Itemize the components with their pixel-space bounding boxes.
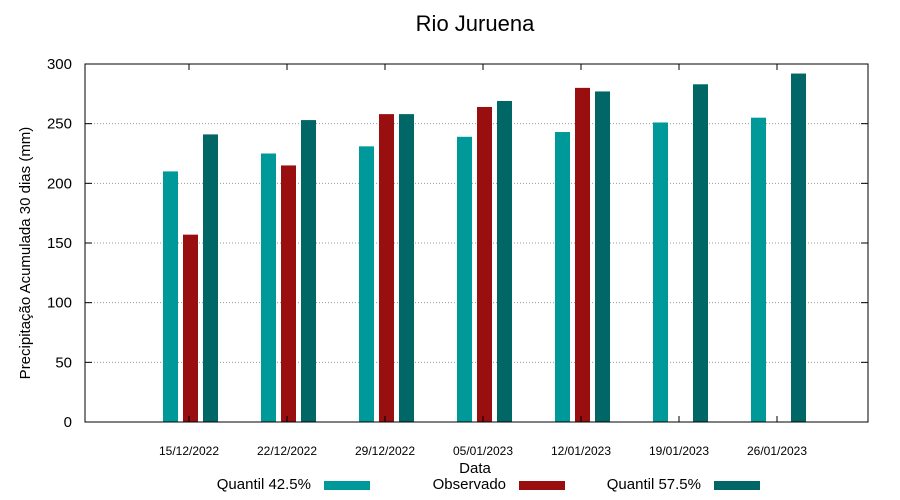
bar	[751, 117, 766, 422]
bar	[575, 87, 590, 422]
legend-label: Quantil 42.5%	[217, 476, 311, 493]
x-tick-label: 22/12/2022	[257, 444, 317, 458]
bar	[163, 171, 178, 422]
bar	[203, 134, 218, 422]
chart-title: Rio Juruena	[416, 11, 535, 36]
bar	[281, 165, 296, 422]
bar	[457, 136, 472, 422]
y-axis-ticks: 0 50 100 150 200 250 300	[47, 56, 868, 431]
y-tick-label: 50	[55, 354, 72, 371]
bars	[163, 73, 806, 423]
x-tick-label: 15/12/2022	[159, 444, 219, 458]
x-tick-label: 26/01/2023	[747, 444, 807, 458]
legend: Quantil 42.5% Observado Quantil 57.5%	[217, 476, 760, 493]
legend-label: Quantil 57.5%	[607, 476, 701, 493]
bar	[399, 114, 414, 423]
bar	[791, 73, 806, 423]
bar	[379, 114, 394, 423]
x-axis-ticks: 15/12/2022 22/12/2022 29/12/2022 05/01/2023…	[159, 64, 807, 458]
x-axis-label: Data	[459, 460, 491, 477]
y-tick-label: 200	[47, 175, 72, 192]
bar	[261, 153, 276, 422]
bar	[477, 106, 492, 423]
y-tick-label: 0	[64, 414, 72, 431]
y-tick-label: 250	[47, 116, 72, 133]
y-tick-label: 300	[47, 56, 72, 73]
y-tick-label: 150	[47, 235, 72, 252]
bar	[183, 234, 198, 422]
legend-swatch	[519, 481, 565, 490]
legend-label: Observado	[433, 476, 506, 493]
bar	[595, 91, 610, 423]
y-axis-label: Precipitação Acumulada 30 dias (mm)	[17, 127, 34, 380]
bar	[359, 146, 374, 422]
legend-swatch	[714, 481, 760, 490]
x-tick-label: 29/12/2022	[355, 444, 415, 458]
y-tick-label: 100	[47, 295, 72, 312]
bar	[497, 100, 512, 422]
bar	[555, 132, 570, 422]
x-tick-label: 19/01/2023	[649, 444, 709, 458]
bar	[301, 120, 316, 422]
grid-lines	[85, 123, 868, 363]
x-tick-label: 12/01/2023	[551, 444, 611, 458]
legend-swatch	[324, 481, 370, 490]
bar	[653, 122, 668, 423]
bar	[693, 84, 708, 422]
x-tick-label: 05/01/2023	[453, 444, 513, 458]
